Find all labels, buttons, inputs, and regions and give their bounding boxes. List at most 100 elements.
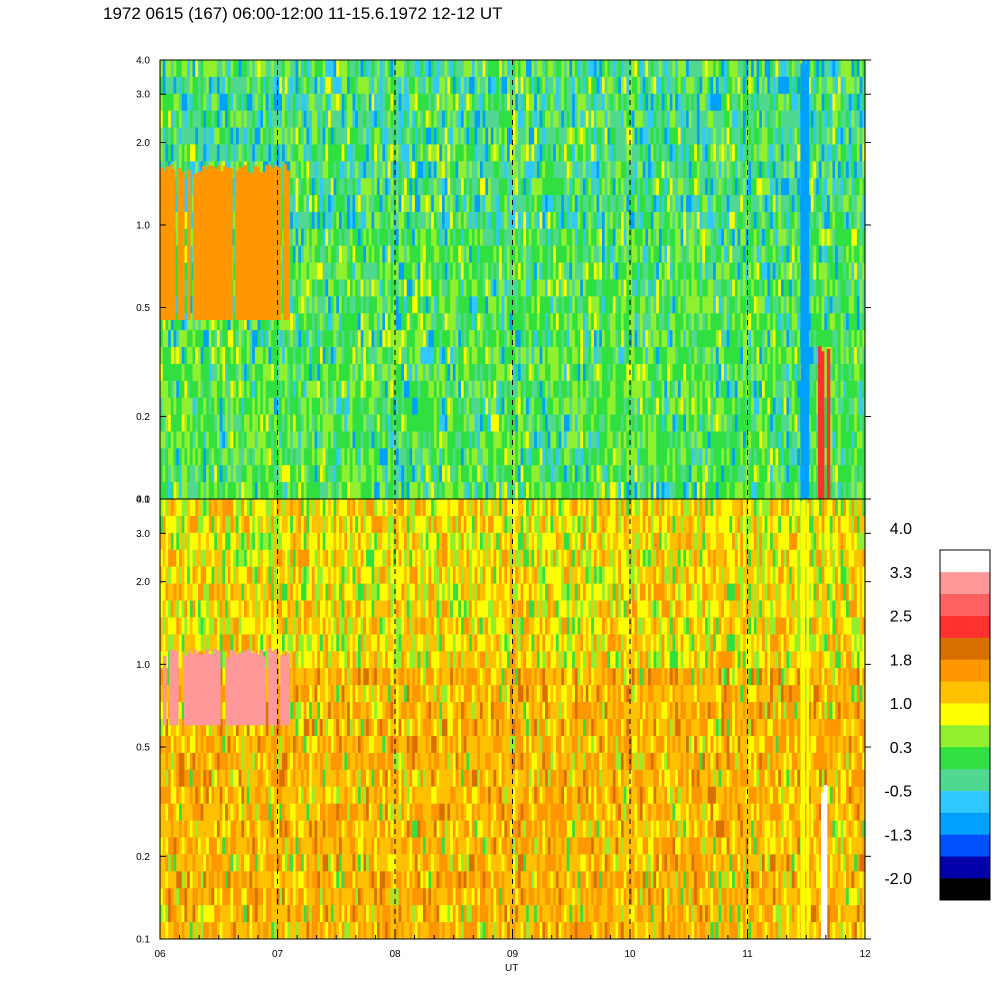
heatmap-cell bbox=[498, 397, 503, 416]
heatmap-cell bbox=[501, 93, 505, 112]
heatmap-cell bbox=[436, 313, 440, 331]
heatmap-cell bbox=[263, 76, 267, 95]
heatmap-cell bbox=[420, 414, 424, 433]
heatmap-cell bbox=[604, 245, 608, 264]
heatmap-cell bbox=[477, 161, 481, 179]
heatmap-cell bbox=[197, 397, 202, 416]
heatmap-cell bbox=[355, 482, 359, 499]
heatmap-cell bbox=[498, 380, 503, 399]
heatmap-cell bbox=[344, 110, 348, 129]
heatmap-cell bbox=[477, 397, 481, 416]
heatmap-cell bbox=[238, 363, 242, 382]
heatmap-cell bbox=[379, 178, 383, 196]
heatmap-cell bbox=[333, 397, 337, 416]
heatmap-cell bbox=[303, 448, 308, 466]
heatmap-cell bbox=[610, 127, 614, 146]
heatmap-cell bbox=[550, 228, 554, 247]
heatmap-cell bbox=[328, 228, 332, 247]
heatmap-cell bbox=[417, 482, 421, 499]
heatmap-cell bbox=[458, 178, 462, 196]
heatmap-cell bbox=[504, 380, 508, 399]
heatmap-cell bbox=[509, 465, 514, 483]
heatmap-cell bbox=[276, 397, 280, 416]
heatmap-cell bbox=[238, 397, 242, 416]
heatmap-cell bbox=[387, 330, 392, 348]
heatmap-cell bbox=[620, 313, 625, 331]
heatmap-cell bbox=[233, 161, 237, 179]
heatmap-cell bbox=[601, 245, 606, 264]
heatmap-cell bbox=[352, 313, 356, 331]
heatmap-cell bbox=[539, 380, 543, 399]
heatmap-cell bbox=[637, 161, 641, 179]
heatmap-cell bbox=[504, 93, 508, 112]
heatmap-cell bbox=[471, 448, 476, 466]
heatmap-cell bbox=[664, 482, 668, 499]
heatmap-cell bbox=[395, 76, 400, 95]
heatmap-cell bbox=[292, 195, 297, 213]
heatmap-cell bbox=[542, 296, 546, 314]
heatmap-cell bbox=[460, 178, 465, 196]
heatmap-cell bbox=[363, 465, 367, 483]
heatmap-cell bbox=[238, 60, 242, 78]
heatmap-cell bbox=[390, 93, 394, 112]
heatmap-cell bbox=[376, 262, 381, 281]
heatmap-cell bbox=[612, 245, 617, 264]
heatmap-cell bbox=[656, 296, 660, 314]
heatmap-cell bbox=[504, 161, 508, 179]
heatmap-cell bbox=[355, 431, 359, 449]
heatmap-cell bbox=[477, 228, 481, 247]
heatmap-cell bbox=[620, 363, 625, 382]
heatmap-cell bbox=[355, 363, 359, 382]
heatmap-cell bbox=[580, 313, 584, 331]
heatmap-cell bbox=[593, 245, 598, 264]
heatmap-cell bbox=[282, 414, 286, 433]
heatmap-cell bbox=[442, 76, 446, 95]
heatmap-cell bbox=[357, 414, 362, 433]
heatmap-cell bbox=[165, 330, 169, 348]
heatmap-cell bbox=[325, 414, 329, 433]
heatmap-cell bbox=[425, 262, 430, 281]
heatmap-cell bbox=[667, 380, 671, 399]
heatmap-cell bbox=[336, 363, 340, 382]
heatmap-cell bbox=[338, 431, 343, 449]
heatmap-cell bbox=[596, 347, 600, 365]
heatmap-cell bbox=[387, 347, 392, 365]
heatmap-cell bbox=[184, 195, 188, 213]
heatmap-cell bbox=[664, 313, 668, 331]
heatmap-cell bbox=[596, 330, 600, 348]
heatmap-cell bbox=[631, 330, 636, 348]
heatmap-cell bbox=[233, 363, 237, 382]
heatmap-cell bbox=[412, 330, 416, 348]
heatmap-cell bbox=[618, 195, 622, 213]
heatmap-cell bbox=[645, 211, 649, 230]
heatmap-cell bbox=[450, 161, 454, 179]
heatmap-cell bbox=[412, 347, 416, 365]
heatmap-cell bbox=[498, 347, 503, 365]
heatmap-cell bbox=[574, 448, 579, 466]
heatmap-cell bbox=[536, 347, 541, 365]
heatmap-cell bbox=[550, 178, 554, 196]
heatmap-cell bbox=[618, 313, 622, 331]
heatmap-cell bbox=[412, 397, 416, 416]
heatmap-cell bbox=[271, 76, 275, 95]
heatmap-cell bbox=[512, 347, 516, 365]
heatmap-cell bbox=[482, 279, 486, 297]
heatmap-cell bbox=[260, 363, 264, 382]
heatmap-cell bbox=[162, 144, 167, 162]
heatmap-cell bbox=[417, 279, 421, 297]
heatmap-cell bbox=[591, 431, 595, 449]
heatmap-cell bbox=[189, 313, 194, 331]
heatmap-cell bbox=[504, 195, 508, 213]
heatmap-cell bbox=[442, 228, 446, 247]
heatmap-cell bbox=[298, 313, 302, 331]
heatmap-cell bbox=[431, 363, 435, 382]
heatmap-cell bbox=[333, 60, 337, 78]
heatmap-cell bbox=[458, 397, 462, 416]
heatmap-cell bbox=[423, 211, 427, 230]
heatmap-cell bbox=[447, 93, 451, 112]
heatmap-cell bbox=[599, 330, 603, 348]
heatmap-cell bbox=[591, 211, 595, 230]
heatmap-cell bbox=[282, 313, 286, 331]
heatmap-cell bbox=[583, 60, 587, 78]
heatmap-cell bbox=[352, 431, 356, 449]
